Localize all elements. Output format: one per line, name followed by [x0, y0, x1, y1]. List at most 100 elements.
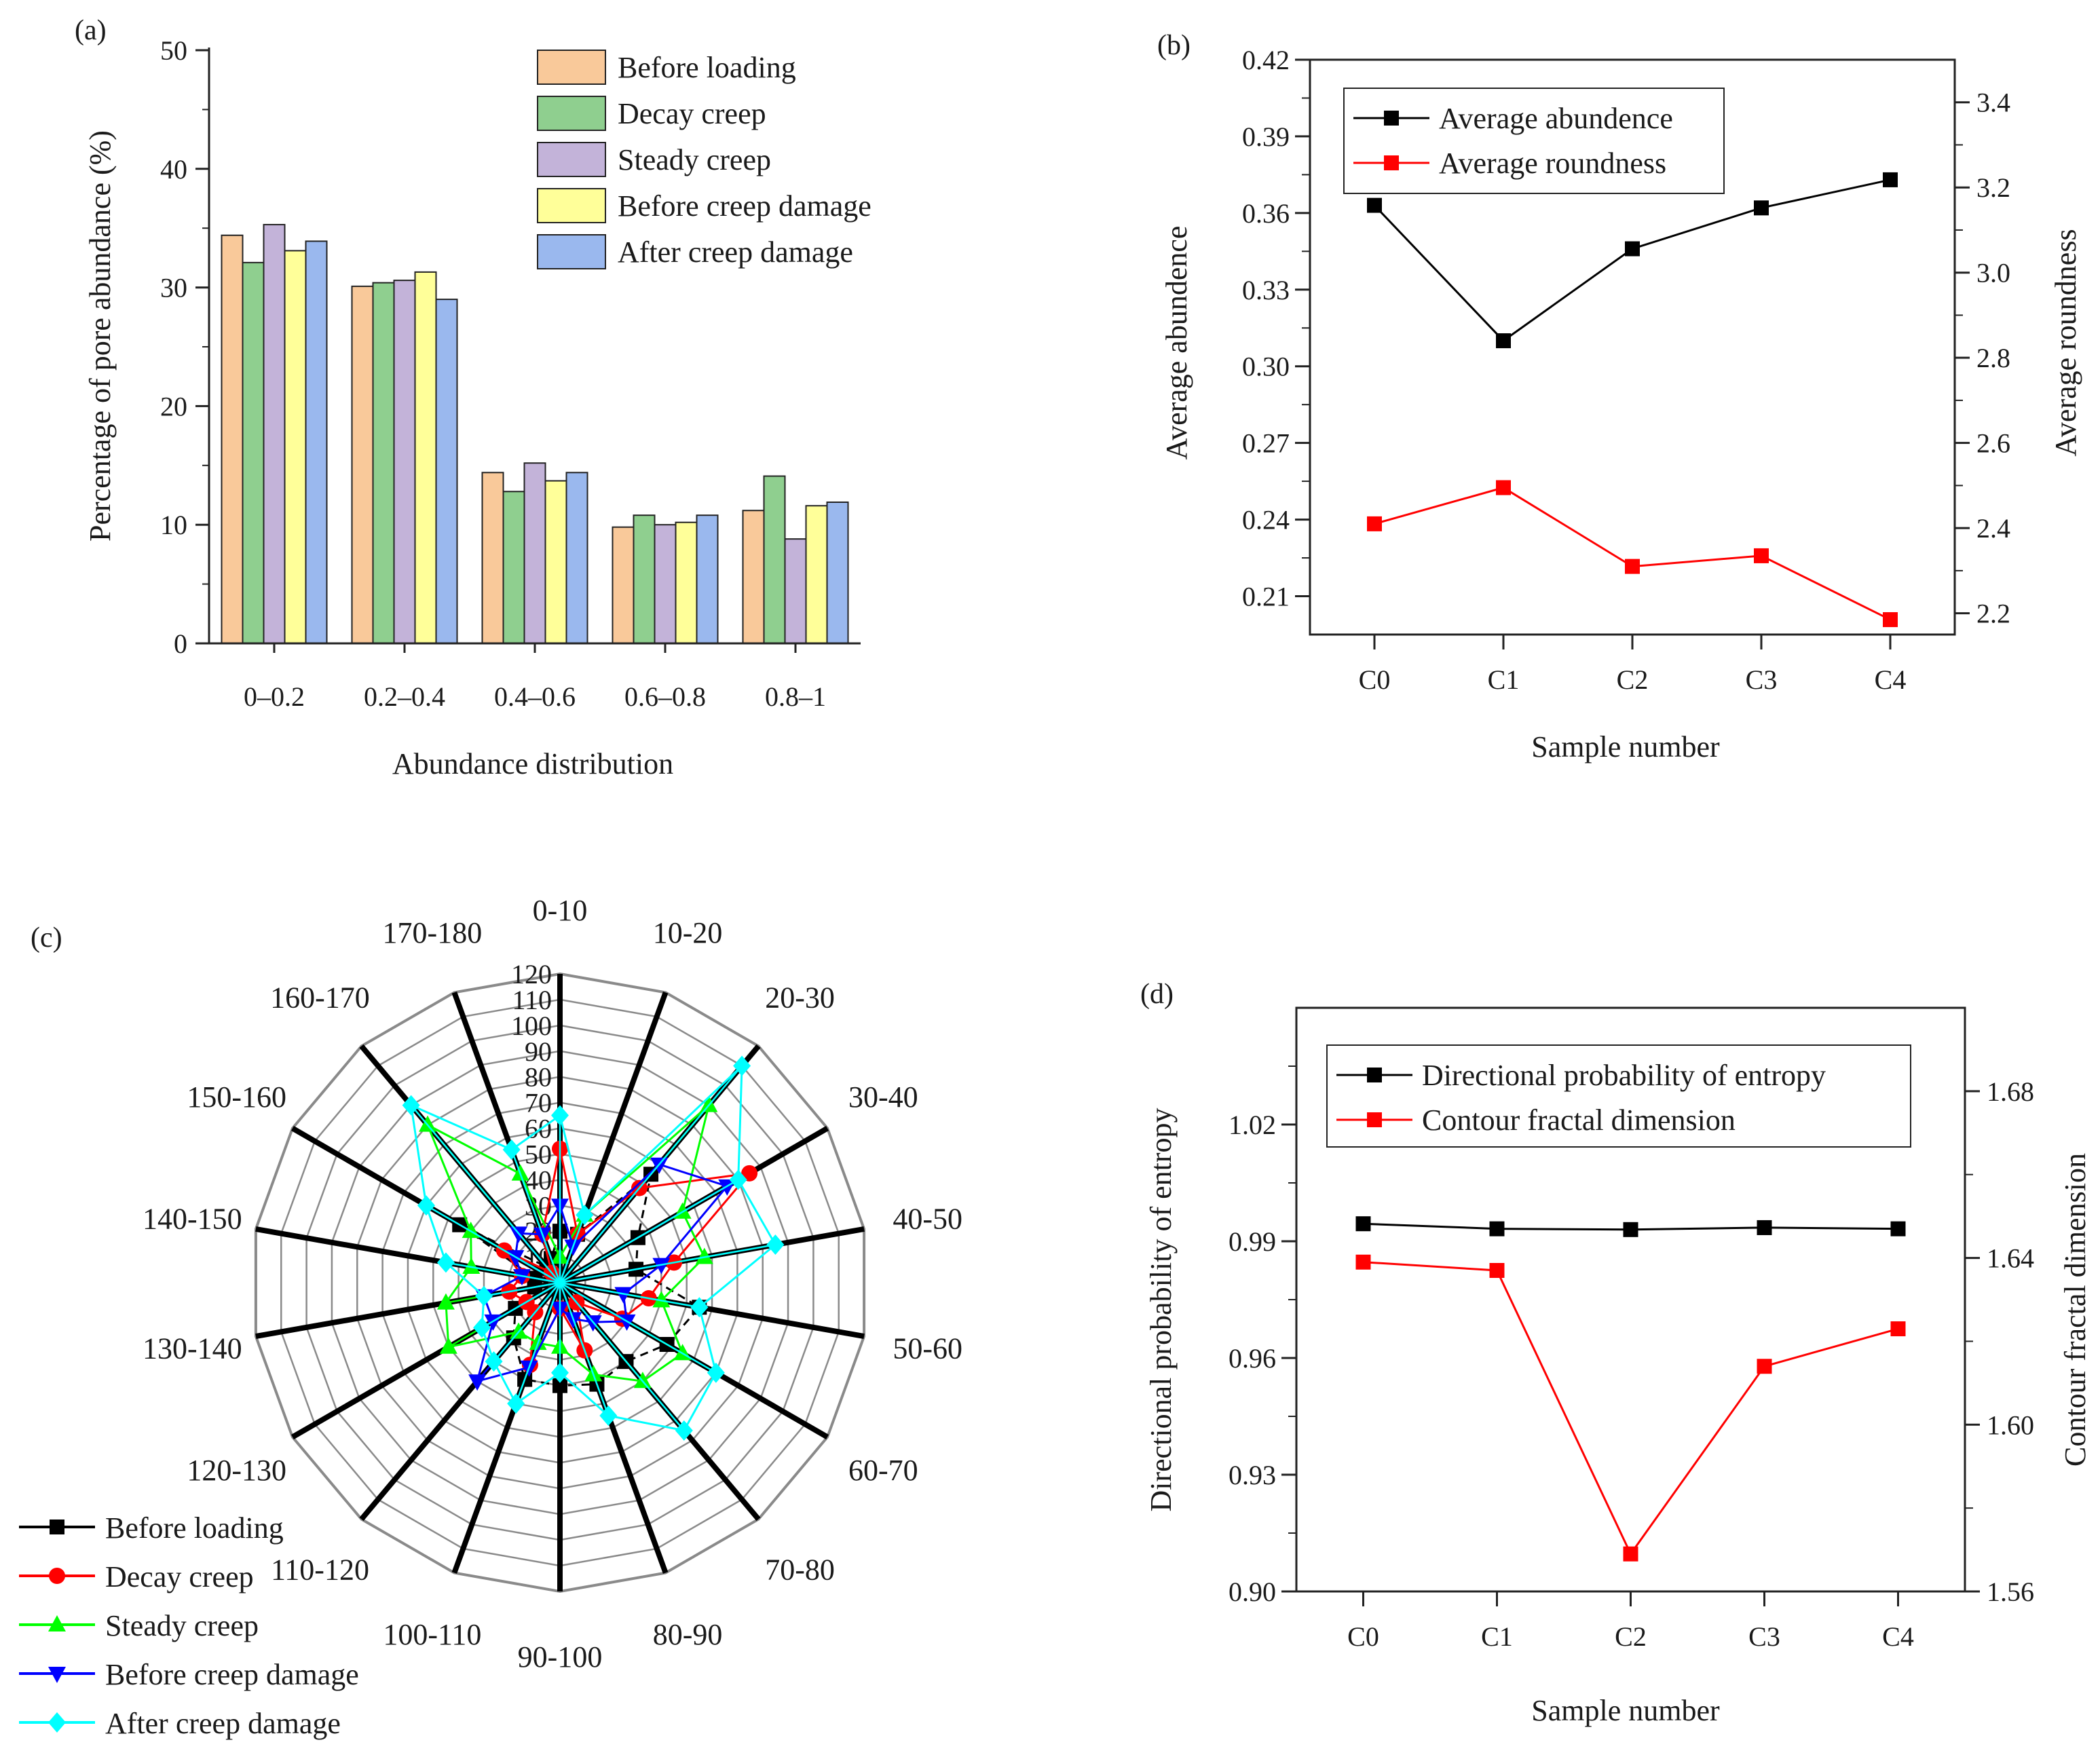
- legend-marker: [1367, 1112, 1382, 1127]
- radar-category-label: 170-180: [383, 916, 483, 949]
- panel-d-xlabel: Sample number: [1531, 1694, 1720, 1727]
- y-right-tick-label: 1.68: [1987, 1076, 2034, 1107]
- legend-marker: [48, 1712, 66, 1733]
- radar-point: [675, 1420, 693, 1441]
- radar-category-label: 30-40: [848, 1080, 918, 1114]
- x-tick-label: 0.2–0.4: [364, 681, 445, 712]
- y-right-tick-label: 3.0: [1976, 258, 2010, 288]
- radar-series-spoke: [445, 1262, 561, 1284]
- bar: [221, 234, 244, 644]
- bar: [675, 521, 698, 644]
- panel-d-label: (d): [1140, 979, 1174, 1010]
- legend-swatch: [537, 142, 606, 177]
- series-point: [1883, 172, 1898, 187]
- x-tick-label: 0–0.2: [244, 681, 305, 712]
- bar: [502, 491, 525, 644]
- radar-point: [652, 1258, 671, 1275]
- radar-point: [512, 1269, 531, 1286]
- radar-r-tick-label: 60: [525, 1114, 552, 1144]
- y-left-tick-label: 0.21: [1242, 582, 1290, 612]
- series-point: [1625, 241, 1640, 257]
- radar-point: [741, 1165, 758, 1182]
- legend-label: Before creep damage: [105, 1658, 359, 1691]
- y-right-tick-label: 2.6: [1976, 428, 2010, 459]
- x-tick-label: C2: [1617, 664, 1649, 695]
- legend-box: [1343, 88, 1725, 194]
- series-point: [1367, 516, 1382, 531]
- series-line: [1374, 486, 1891, 621]
- legend-swatch: [537, 188, 606, 223]
- radar-series-spoke: [559, 1065, 743, 1283]
- y-tick-label: 10: [160, 510, 187, 540]
- radar-category-label: 100-110: [383, 1618, 481, 1651]
- legend-label: Decay creep: [105, 1560, 254, 1593]
- y-tick-label: 0: [174, 628, 187, 659]
- series-point: [1367, 197, 1382, 213]
- series-point: [1496, 333, 1511, 349]
- radar-point: [552, 1378, 567, 1393]
- y-left-tick-label: 0.90: [1229, 1577, 1276, 1607]
- radar-series-spoke: [559, 1214, 586, 1283]
- radar-point: [551, 1105, 569, 1126]
- bar: [414, 271, 437, 645]
- y-tick-label: 30: [160, 273, 187, 303]
- radar-r-tick-label: 70: [525, 1088, 552, 1118]
- y-right-tick-label: 2.4: [1976, 513, 2010, 544]
- panel-a-legend: Before loading Decay creep Steady creep Bef…: [537, 50, 871, 269]
- x-tick-label: C3: [1748, 1621, 1780, 1652]
- panel-b-label: (b): [1157, 30, 1190, 61]
- radar-category-label: 50-60: [893, 1332, 962, 1365]
- legend-label: Decay creep: [618, 97, 766, 130]
- radar-point: [733, 1055, 751, 1076]
- radar-point: [584, 1315, 602, 1332]
- radar-point: [766, 1234, 785, 1256]
- y-right-tick-label: 1.56: [1987, 1577, 2034, 1607]
- radar-category-label: 140-150: [143, 1202, 242, 1235]
- panel-a-bars: [221, 223, 849, 645]
- panel-a-bar-chart: (a) 0–0.2 0.2–0.4 0.4–0.6 0.6–0.8 0.8–1 0 10 20…: [75, 15, 871, 780]
- radar-point: [474, 1285, 493, 1306]
- radar-point: [707, 1362, 725, 1383]
- legend-marker: [1384, 111, 1399, 126]
- radar-point: [485, 1351, 503, 1372]
- legend-marker: [49, 1568, 65, 1584]
- radar-point: [729, 1169, 747, 1190]
- bar: [763, 475, 786, 644]
- series-point: [1623, 1546, 1638, 1562]
- radar-point: [417, 1195, 435, 1216]
- y-right-tick-label: 1.64: [1987, 1243, 2034, 1274]
- radar-point: [633, 1372, 652, 1389]
- x-tick-label: 0.8–1: [765, 681, 826, 712]
- legend-label: Steady creep: [618, 143, 771, 176]
- bar: [544, 480, 567, 644]
- legend-label: Directional probability of entropy: [1422, 1059, 1826, 1092]
- panel-b-line-chart: (b) C0 C1 C2 C3 C4 0.21 0.24 0.27 0.30 0.33 0.36 0.…: [1157, 30, 2082, 763]
- x-tick-label: C4: [1882, 1621, 1914, 1652]
- series-point: [1489, 1263, 1505, 1278]
- radar-point: [502, 1139, 521, 1160]
- x-tick-label: C0: [1359, 664, 1391, 695]
- radar-series-spoke: [410, 1104, 561, 1283]
- y-tick-label: 50: [160, 35, 187, 66]
- y-right-tick-label: 3.2: [1976, 172, 2010, 203]
- y-right-tick-label: 2.2: [1976, 599, 2010, 629]
- x-tick-label: C4: [1875, 664, 1907, 695]
- x-tick-label: C0: [1347, 1621, 1379, 1652]
- panel-a-xlabel: Abundance distribution: [392, 747, 673, 780]
- bar: [242, 261, 265, 644]
- legend-marker: [1367, 1068, 1382, 1082]
- bar: [523, 462, 546, 645]
- radar-point: [652, 1291, 671, 1308]
- radar-series-spoke: [559, 1282, 610, 1416]
- panel-d-ylabel-left: Directional probability of entropy: [1144, 1108, 1178, 1511]
- bar: [284, 250, 307, 644]
- bar: [696, 514, 719, 644]
- panel-b-plot: C0 C1 C2 C3 C4 0.21 0.24 0.27 0.30 0.33 0.36 0.39 0.…: [1242, 45, 2010, 695]
- legend-box: [1326, 1044, 1911, 1148]
- radar-r-tick-label: 110: [512, 985, 552, 1015]
- bar: [826, 501, 849, 644]
- legend-label: Before loading: [105, 1511, 284, 1545]
- x-tick-label: C3: [1746, 664, 1778, 695]
- bar: [784, 538, 807, 645]
- radar-point: [436, 1293, 455, 1310]
